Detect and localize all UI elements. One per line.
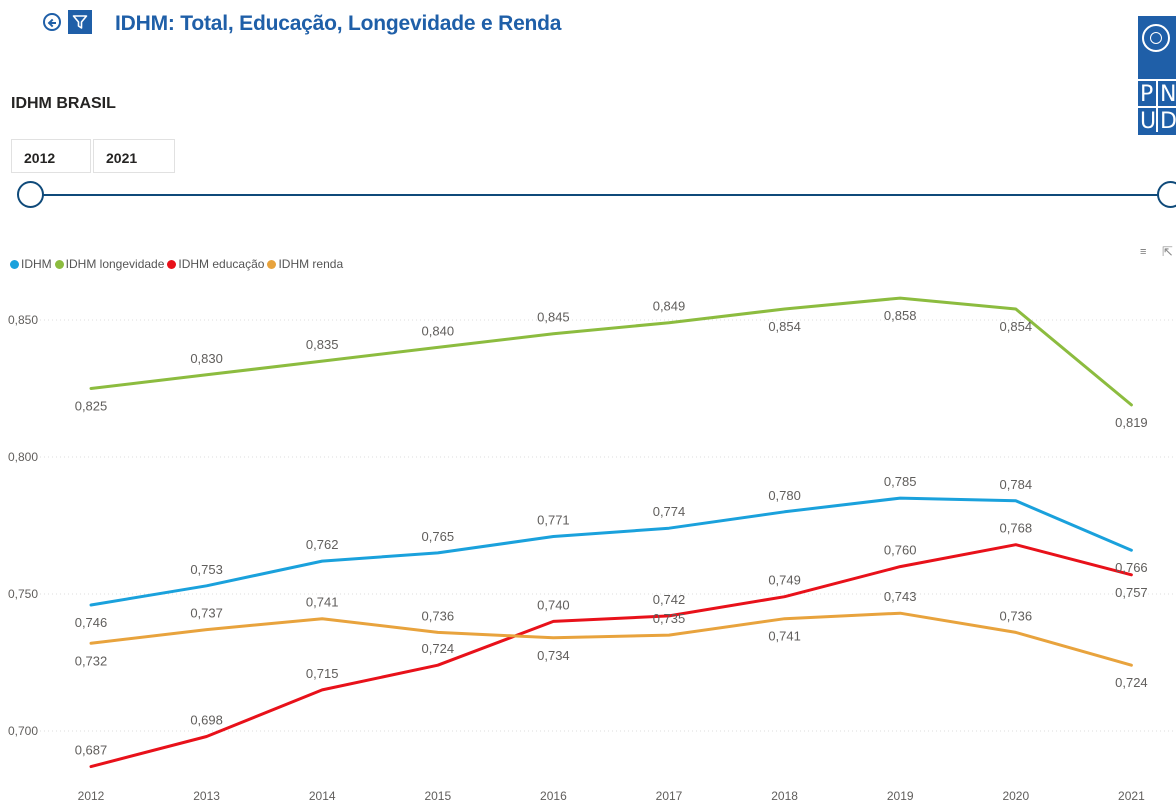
section-title: IDHM BRASIL xyxy=(11,95,116,112)
x-tick-label: 2018 xyxy=(771,789,798,803)
x-tick-label: 2017 xyxy=(656,789,683,803)
data-label: 0,760 xyxy=(884,543,917,558)
data-label: 0,784 xyxy=(1000,477,1033,492)
data-label: 0,743 xyxy=(884,589,917,604)
data-label: 0,854 xyxy=(1000,319,1033,334)
data-label: 0,724 xyxy=(1115,675,1148,690)
x-tick-label: 2013 xyxy=(193,789,220,803)
data-label: 0,698 xyxy=(190,712,223,727)
end-date-input[interactable]: 2021 xyxy=(93,139,175,173)
y-tick-label: 0,700 xyxy=(8,724,38,738)
data-label: 0,687 xyxy=(75,743,108,758)
legend-item-educacao[interactable]: IDHM educação xyxy=(167,257,264,271)
data-label: 0,734 xyxy=(537,648,570,663)
legend-item-renda[interactable]: IDHM renda xyxy=(267,257,343,271)
series-line xyxy=(89,611,1133,667)
x-tick-label: 2021 xyxy=(1118,789,1145,803)
range-slider-start-handle[interactable] xyxy=(17,181,44,208)
data-label: 0,737 xyxy=(190,606,223,621)
un-emblem-icon xyxy=(1142,24,1170,52)
data-label: 0,830 xyxy=(190,351,223,366)
data-label: 0,762 xyxy=(306,537,339,552)
start-date-input[interactable]: 2012 xyxy=(11,139,91,173)
focus-mode-icon[interactable]: ⇱ xyxy=(1162,244,1173,259)
data-label: 0,780 xyxy=(768,488,801,503)
y-tick-label: 0,850 xyxy=(8,313,38,327)
data-label: 0,845 xyxy=(537,310,570,325)
data-label: 0,732 xyxy=(75,653,108,668)
data-label: 0,741 xyxy=(768,629,801,644)
range-slider-track[interactable] xyxy=(30,194,1170,196)
legend-dot xyxy=(167,259,177,269)
x-tick-label: 2014 xyxy=(309,789,336,803)
x-tick-label: 2020 xyxy=(1002,789,1029,803)
legend-item-longevidade[interactable]: IDHM longevidade xyxy=(54,257,165,271)
data-label: 0,753 xyxy=(190,562,223,577)
x-tick-label: 2012 xyxy=(78,789,105,803)
data-label: 0,742 xyxy=(653,592,686,607)
data-label: 0,849 xyxy=(653,299,686,314)
data-label: 0,765 xyxy=(422,529,455,544)
series-line xyxy=(89,496,1133,607)
series-line xyxy=(89,543,1133,769)
back-button[interactable] xyxy=(43,13,61,31)
data-label: 0,819 xyxy=(1115,415,1148,430)
legend-dot xyxy=(10,259,19,269)
x-tick-label: 2016 xyxy=(540,789,567,803)
logo-letter: D xyxy=(1160,109,1176,134)
legend-label: IDHM renda xyxy=(278,257,344,271)
logo-letter: P xyxy=(1140,82,1154,107)
legend-label: IDHM xyxy=(21,257,52,271)
legend-dot xyxy=(54,259,64,269)
legend-item-idhm[interactable]: IDHM xyxy=(10,257,52,271)
data-label: 0,736 xyxy=(1000,608,1033,623)
undp-logo: P N U D xyxy=(1138,16,1176,135)
chart-legend: IDHM IDHM longevidade IDHM educação IDHM… xyxy=(10,257,346,271)
data-label: 0,740 xyxy=(537,597,570,612)
logo-letter: N xyxy=(1160,82,1176,107)
x-tick-label: 2015 xyxy=(424,789,451,803)
logo-letter: U xyxy=(1140,109,1157,134)
filter-lines-icon[interactable]: ≡ xyxy=(1140,246,1147,258)
data-label: 0,746 xyxy=(75,615,108,630)
legend-label: IDHM longevidade xyxy=(65,257,165,271)
data-label: 0,854 xyxy=(768,319,801,334)
data-label: 0,840 xyxy=(422,323,455,338)
series-line xyxy=(89,296,1133,407)
data-label: 0,741 xyxy=(306,595,339,610)
data-label: 0,749 xyxy=(768,573,801,588)
range-slider-end-handle[interactable] xyxy=(1157,181,1176,208)
data-label: 0,768 xyxy=(1000,521,1033,536)
data-label: 0,825 xyxy=(75,399,108,414)
data-label: 0,835 xyxy=(306,337,339,352)
data-label: 0,735 xyxy=(653,611,686,626)
legend-dot xyxy=(267,259,277,269)
filter-icon xyxy=(72,15,88,29)
data-label: 0,766 xyxy=(1115,560,1148,575)
data-label: 0,858 xyxy=(884,308,917,323)
data-label: 0,757 xyxy=(1115,585,1148,600)
data-label: 0,736 xyxy=(422,608,455,623)
x-tick-label: 2019 xyxy=(887,789,914,803)
y-tick-label: 0,800 xyxy=(8,450,38,464)
y-tick-label: 0,750 xyxy=(8,587,38,601)
data-label: 0,715 xyxy=(306,666,339,681)
data-label: 0,724 xyxy=(422,641,455,656)
data-label: 0,774 xyxy=(653,504,686,519)
legend-label: IDHM educação xyxy=(178,257,265,271)
data-label: 0,785 xyxy=(884,474,917,489)
page-title: IDHM: Total, Educação, Longevidade e Ren… xyxy=(115,12,562,35)
filter-button[interactable] xyxy=(68,10,92,34)
data-label: 0,771 xyxy=(537,512,570,527)
